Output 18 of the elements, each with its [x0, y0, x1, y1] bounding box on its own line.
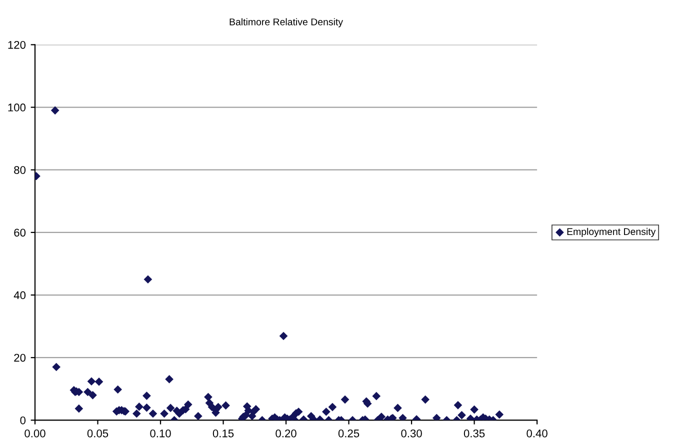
- x-tick-label: 0.20: [276, 430, 296, 438]
- x-tick-label: 0.15: [212, 430, 234, 438]
- x-tick-label: 0.35: [464, 430, 485, 438]
- y-tick-label: 0: [20, 416, 26, 424]
- x-tick-label: 0.25: [338, 430, 360, 438]
- y-tick-label: 20: [14, 354, 26, 362]
- y-tick-label: 120: [8, 40, 26, 49]
- x-tick-label: 0.05: [87, 430, 108, 438]
- x-tick-label: 0.40: [526, 430, 548, 438]
- x-tick-label: 0.00: [24, 430, 46, 438]
- y-tick-label: 80: [14, 166, 26, 174]
- x-tick-label: 0.30: [401, 430, 422, 438]
- y-tick-label: 60: [14, 228, 26, 237]
- chart-title: Baltimore Relative Density: [230, 18, 344, 28]
- y-tick-label: 40: [14, 291, 26, 300]
- legend-label: Employment Density: [567, 228, 656, 237]
- y-tick-label: 100: [8, 104, 26, 112]
- x-tick-label: 0.10: [150, 430, 171, 438]
